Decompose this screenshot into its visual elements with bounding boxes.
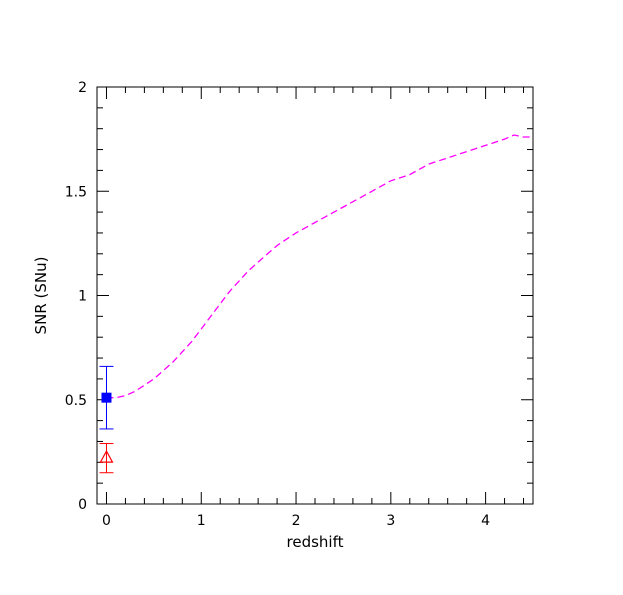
- x-axis-label: redshift: [287, 533, 344, 551]
- tick-labels: 0 1 2 3 4 0 0.5 1 1.5 2: [65, 80, 490, 529]
- plot-frame: [96, 86, 534, 505]
- x-tick-label: 1: [197, 513, 206, 529]
- y-tick-label: 0.5: [65, 393, 87, 409]
- y-tick-label: 0: [78, 497, 87, 513]
- x-tick-label: 2: [292, 513, 301, 529]
- model-curve-line: [106, 134, 533, 399]
- x-tick-label: 3: [386, 513, 395, 529]
- x-tick-label: 0: [102, 513, 111, 529]
- data-marks: [99, 134, 533, 474]
- y-tick-label: 2: [78, 80, 87, 96]
- y-axis-label: SNR (SNu): [32, 257, 50, 335]
- triangle-point: [99, 449, 114, 463]
- x-tick-label: 4: [481, 513, 490, 529]
- square-point: [101, 392, 112, 403]
- y-tick-label: 1.5: [65, 184, 87, 200]
- axis-ticks: [97, 86, 533, 505]
- y-tick-label: 1: [78, 289, 87, 305]
